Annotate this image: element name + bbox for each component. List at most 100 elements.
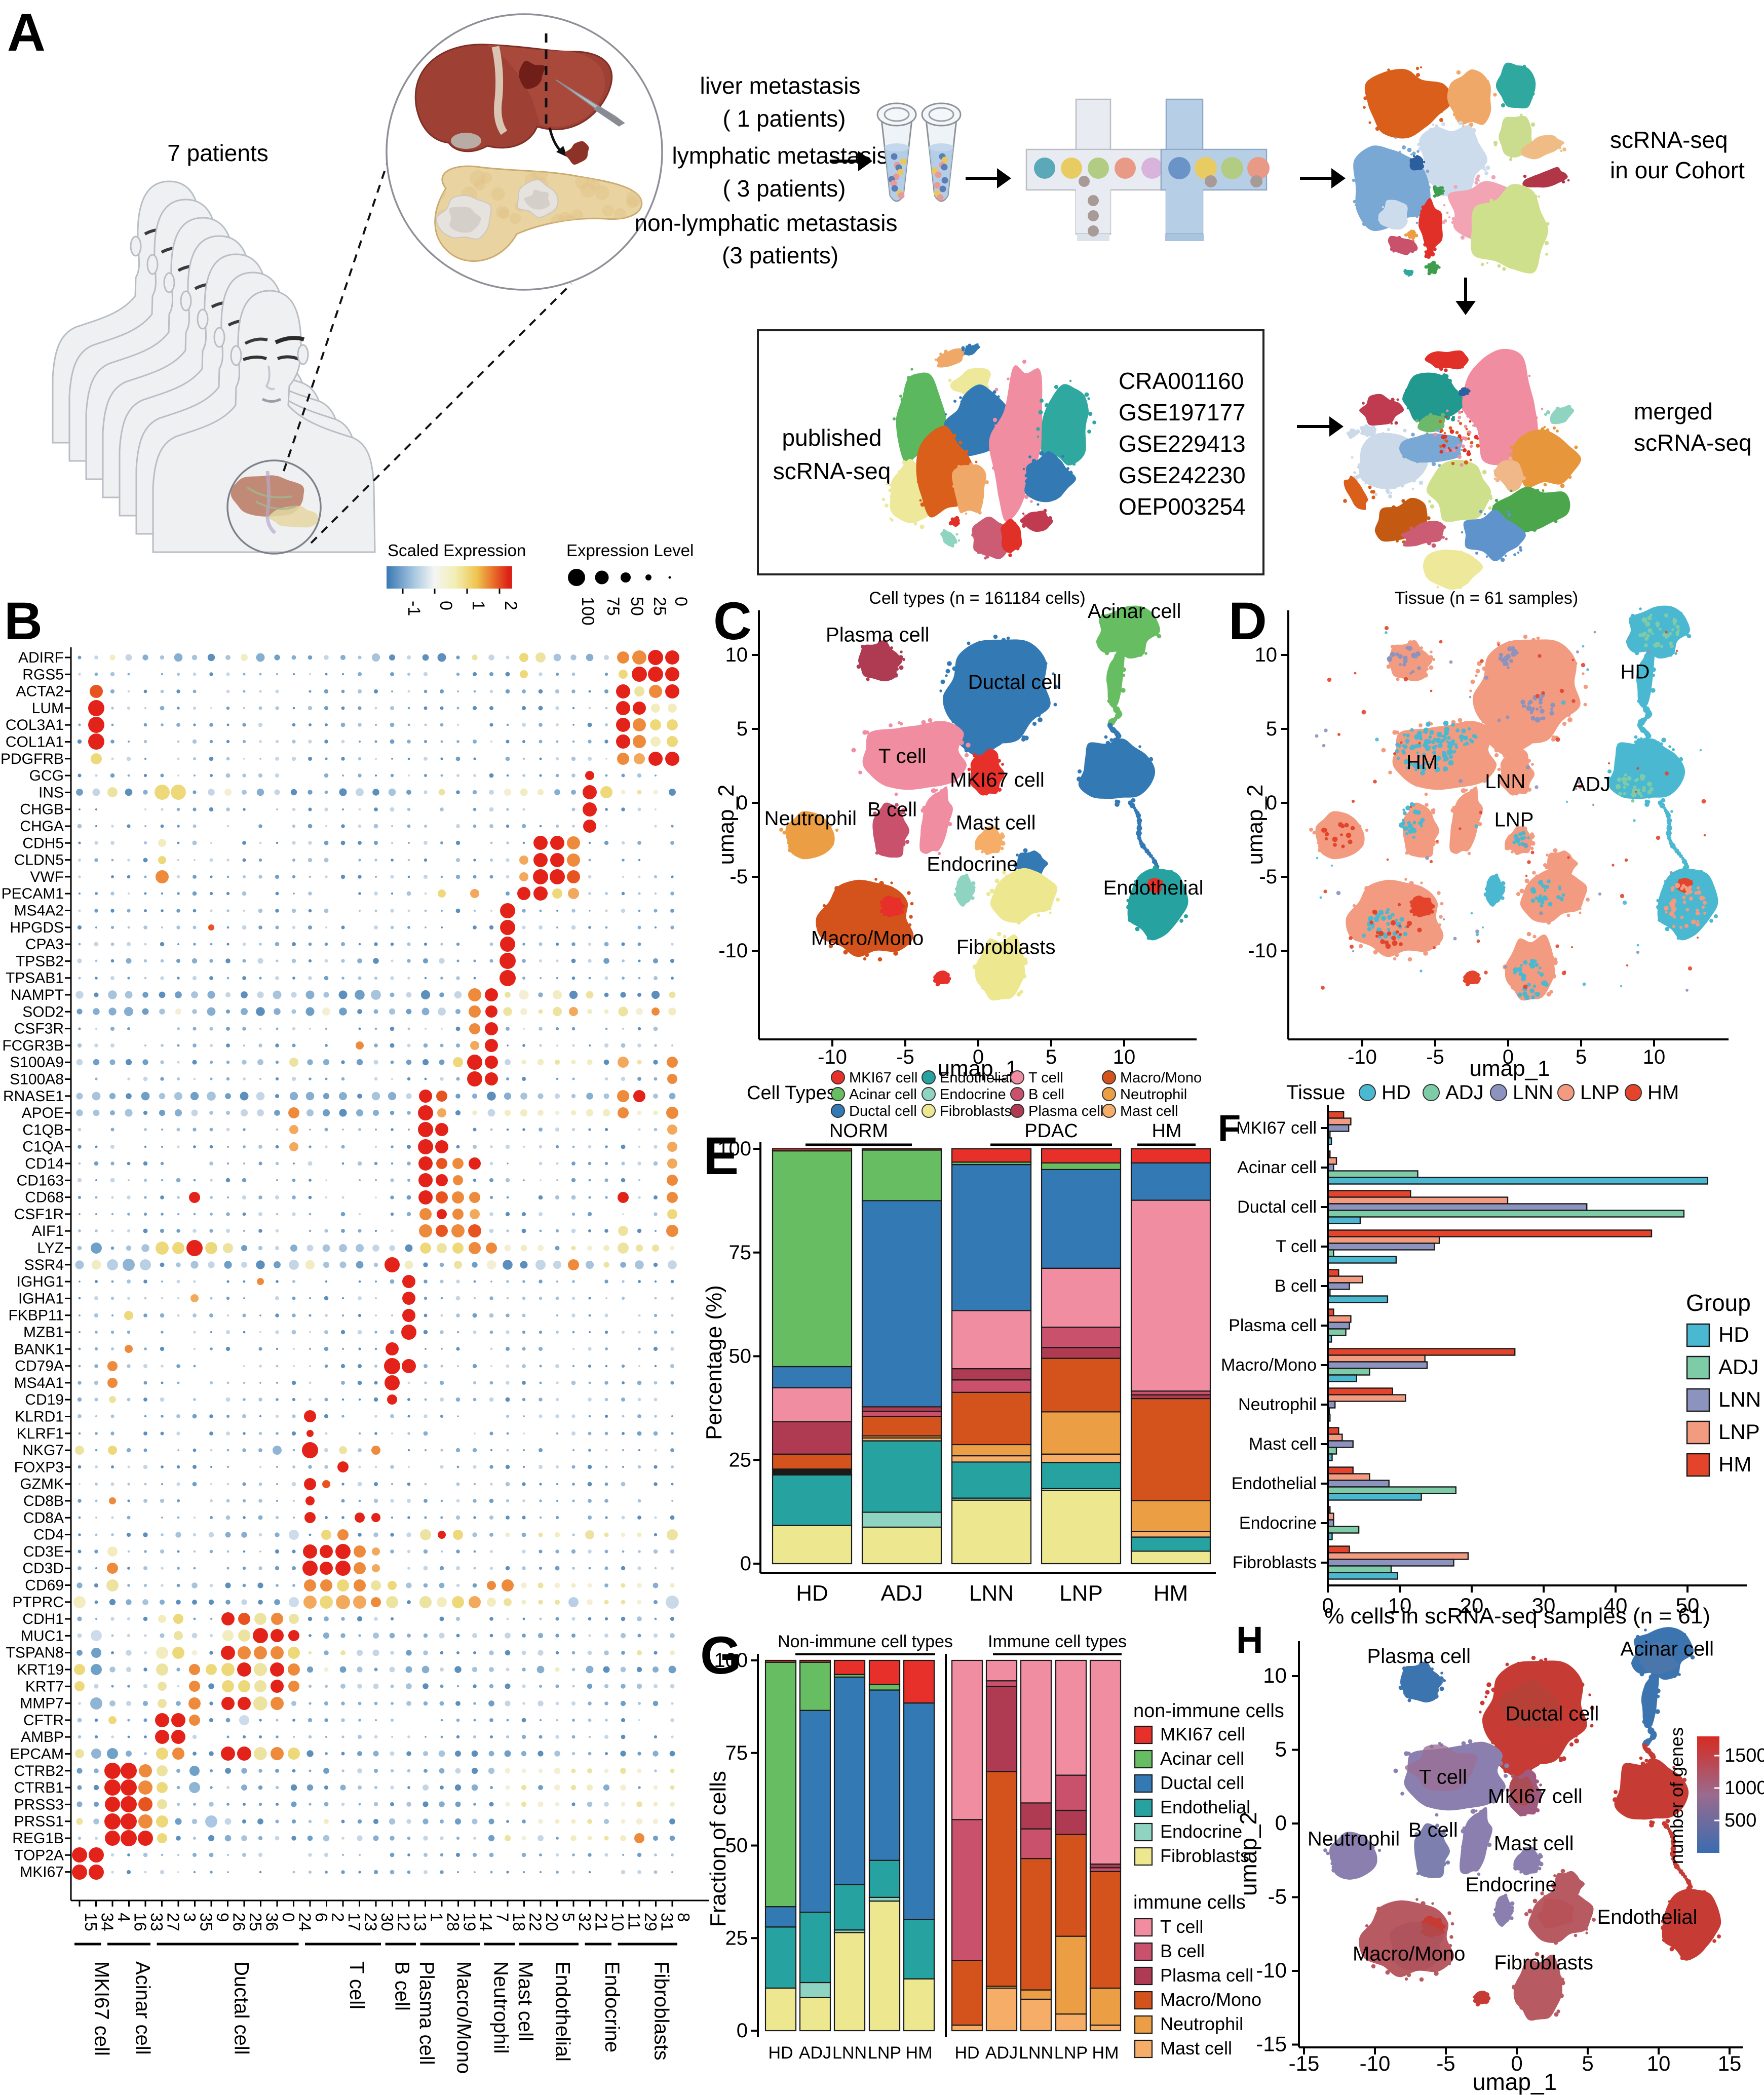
svg-text:CD69: CD69 xyxy=(25,1577,64,1594)
svg-text:Ductal cell: Ductal cell xyxy=(968,671,1062,693)
svg-text:14: 14 xyxy=(477,1913,495,1931)
svg-text:umap_2: umap_2 xyxy=(714,784,739,865)
svg-text:NKG7: NKG7 xyxy=(22,1442,64,1459)
svg-text:MS4A2: MS4A2 xyxy=(14,903,64,919)
svg-text:CD3E: CD3E xyxy=(23,1543,64,1560)
svg-text:34: 34 xyxy=(98,1913,117,1931)
svg-text:Cell Types: Cell Types xyxy=(747,1082,836,1104)
svg-text:16: 16 xyxy=(131,1913,150,1931)
svg-text:AIF1: AIF1 xyxy=(32,1223,64,1239)
svg-text:7 patients: 7 patients xyxy=(167,140,268,166)
svg-text:SSR4: SSR4 xyxy=(24,1257,64,1273)
svg-text:FKBP11: FKBP11 xyxy=(9,1307,64,1324)
svg-text:15: 15 xyxy=(82,1913,100,1931)
svg-text:Neutrophil: Neutrophil xyxy=(490,1961,512,2053)
svg-text:33: 33 xyxy=(147,1913,166,1931)
svg-text:EPCAM: EPCAM xyxy=(10,1746,64,1763)
svg-text:APOE: APOE xyxy=(22,1105,64,1121)
svg-text:GSE197177: GSE197177 xyxy=(1119,399,1246,425)
svg-text:PRSS3: PRSS3 xyxy=(14,1796,64,1813)
svg-text:CD14: CD14 xyxy=(25,1155,64,1172)
svg-text:CSF3R: CSF3R xyxy=(14,1021,64,1037)
svg-text:CD3D: CD3D xyxy=(22,1560,64,1577)
svg-text:umap_1: umap_1 xyxy=(937,1056,1018,1081)
svg-text:-10: -10 xyxy=(818,1046,847,1068)
svg-text:B cell: B cell xyxy=(867,798,917,821)
svg-text:MKI67 cell: MKI67 cell xyxy=(90,1961,112,2056)
svg-text:24: 24 xyxy=(296,1913,315,1931)
svg-text:lymphatic metastasis: lymphatic metastasis xyxy=(672,142,889,169)
svg-text:SOD2: SOD2 xyxy=(22,1003,64,1020)
svg-text:26: 26 xyxy=(230,1913,249,1931)
svg-text:( 1 patients): ( 1 patients) xyxy=(723,105,846,132)
svg-text:CRA001160: CRA001160 xyxy=(1119,368,1244,394)
svg-text:19: 19 xyxy=(461,1913,479,1931)
svg-text:ADIRF: ADIRF xyxy=(18,649,64,666)
svg-text:28: 28 xyxy=(444,1913,463,1931)
svg-text:Plasma cell: Plasma cell xyxy=(415,1961,438,2065)
svg-text:T cell: T cell xyxy=(878,745,927,767)
svg-text:5: 5 xyxy=(559,1913,578,1922)
svg-text:AMBP: AMBP xyxy=(21,1729,64,1745)
svg-text:10: 10 xyxy=(608,1913,627,1931)
svg-text:CDH1: CDH1 xyxy=(22,1611,64,1627)
svg-text:MZB1: MZB1 xyxy=(23,1324,64,1341)
svg-text:CTRB2: CTRB2 xyxy=(14,1763,64,1779)
svg-text:C1QA: C1QA xyxy=(22,1139,64,1155)
svg-text:CD19: CD19 xyxy=(25,1391,64,1408)
svg-text:Endothelial: Endothelial xyxy=(551,1961,573,2062)
svg-text:MKI67: MKI67 xyxy=(20,1864,64,1881)
svg-text:21: 21 xyxy=(592,1913,611,1931)
svg-text:12: 12 xyxy=(395,1913,413,1931)
svg-text:Mast cell: Mast cell xyxy=(956,812,1036,834)
svg-text:A: A xyxy=(7,3,46,62)
svg-text:25: 25 xyxy=(246,1913,265,1931)
svg-text:CSF1R: CSF1R xyxy=(14,1206,64,1223)
svg-text:LYZ: LYZ xyxy=(37,1240,64,1257)
svg-text:36: 36 xyxy=(263,1913,282,1931)
svg-text:non-lymphatic metastasis: non-lymphatic metastasis xyxy=(635,210,898,236)
svg-text:Fibroblasts: Fibroblasts xyxy=(940,1103,1012,1119)
svg-text:CLDN5: CLDN5 xyxy=(14,852,64,869)
svg-text:Macro/Mono: Macro/Mono xyxy=(452,1961,475,2074)
svg-text:IGHG1: IGHG1 xyxy=(17,1273,64,1290)
svg-text:Macro/Mono: Macro/Mono xyxy=(811,927,924,949)
svg-text:published: published xyxy=(782,424,882,451)
svg-text:0: 0 xyxy=(973,1046,984,1068)
svg-text:CPA3: CPA3 xyxy=(25,936,64,953)
svg-text:CTRB1: CTRB1 xyxy=(14,1779,64,1796)
svg-text:C: C xyxy=(713,592,752,651)
svg-text:CD68: CD68 xyxy=(25,1189,64,1206)
svg-text:CFTR: CFTR xyxy=(23,1712,64,1729)
svg-text:100: 100 xyxy=(578,597,597,626)
svg-text:OEP003254: OEP003254 xyxy=(1119,493,1246,520)
svg-text:Expression Level: Expression Level xyxy=(566,541,694,560)
svg-text:(3 patients): (3 patients) xyxy=(722,242,838,268)
svg-text:T cell: T cell xyxy=(346,1961,368,2009)
svg-text:TSPAN8: TSPAN8 xyxy=(6,1645,64,1661)
svg-text:S100A8: S100A8 xyxy=(10,1071,64,1088)
svg-text:COL3A1: COL3A1 xyxy=(6,717,64,733)
svg-text:20: 20 xyxy=(543,1913,561,1931)
svg-text:35: 35 xyxy=(197,1913,216,1931)
svg-text:INS: INS xyxy=(39,784,64,801)
svg-text:S100A9: S100A9 xyxy=(10,1054,64,1071)
svg-text:75: 75 xyxy=(603,597,623,616)
svg-text:0: 0 xyxy=(279,1913,298,1922)
svg-text:PRSS1: PRSS1 xyxy=(14,1813,64,1830)
svg-text:1: 1 xyxy=(428,1913,446,1922)
svg-text:Endocrine: Endocrine xyxy=(601,1961,623,2052)
svg-text:Plasma cell: Plasma cell xyxy=(826,624,930,646)
svg-text:25: 25 xyxy=(650,597,669,616)
svg-text:3: 3 xyxy=(180,1913,199,1922)
svg-text:REG1B: REG1B xyxy=(12,1830,64,1847)
svg-text:RNASE1: RNASE1 xyxy=(3,1088,64,1105)
svg-text:B cell: B cell xyxy=(391,1961,413,2011)
svg-text:Plasma cell: Plasma cell xyxy=(1028,1103,1103,1119)
svg-text:Fibroblasts: Fibroblasts xyxy=(956,936,1056,958)
svg-text:Mast cell: Mast cell xyxy=(1120,1103,1178,1119)
svg-text:HPGDS: HPGDS xyxy=(10,919,64,936)
svg-text:50: 50 xyxy=(627,597,646,616)
svg-text:Acinar cell: Acinar cell xyxy=(849,1087,917,1103)
svg-text:KLRD1: KLRD1 xyxy=(15,1409,64,1425)
